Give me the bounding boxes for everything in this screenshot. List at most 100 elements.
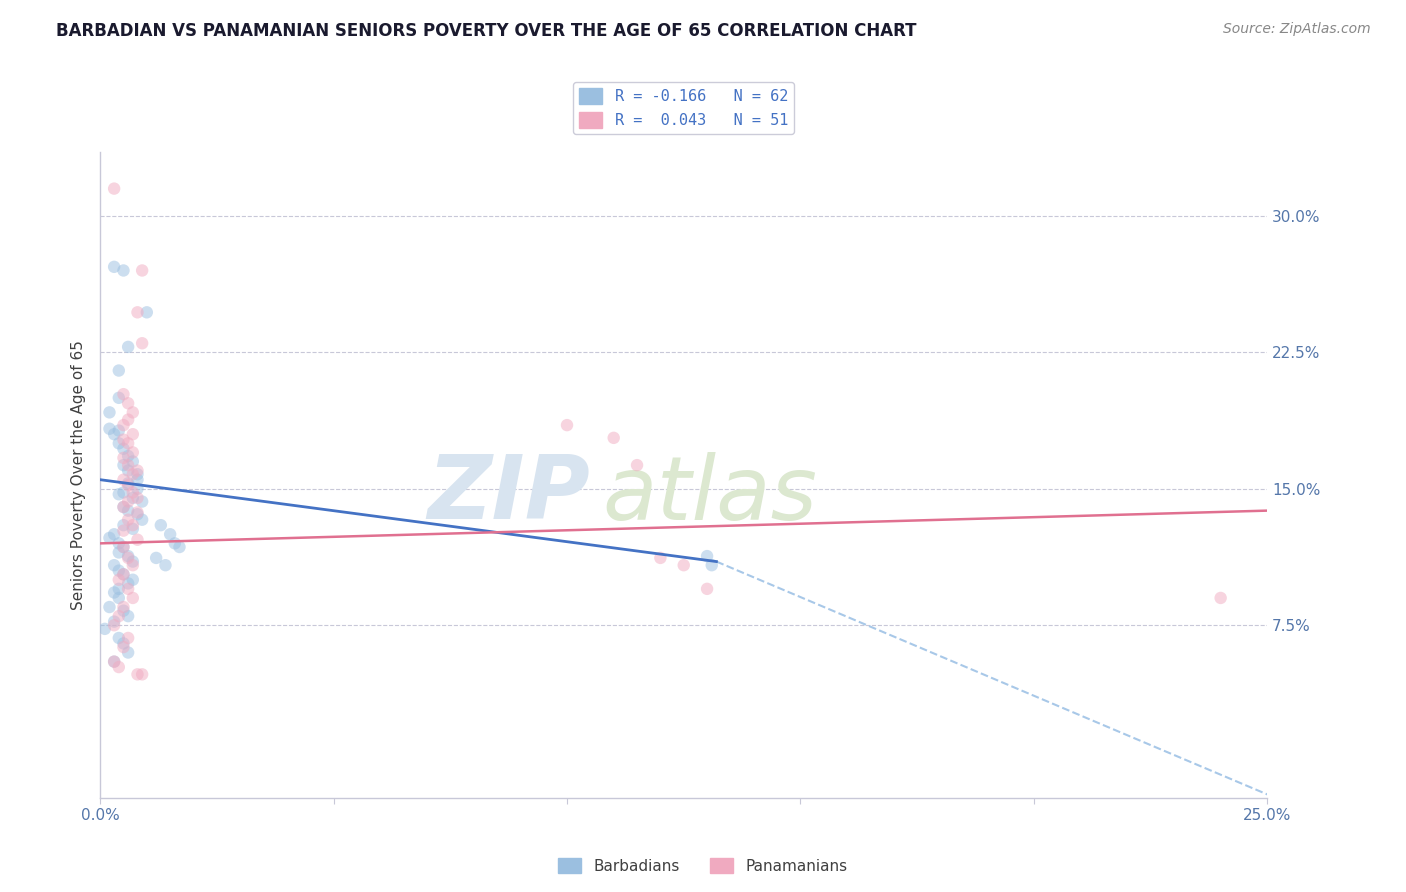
Point [112,567,135,582]
Point [131,263,153,277]
Point [155,558,177,573]
Point [149,518,172,533]
Point [112,518,135,533]
Point [107,536,129,550]
Point [107,564,129,578]
Point [112,473,135,487]
Point [602,431,624,445]
Point [696,582,718,596]
Point [112,567,135,582]
Point [135,305,157,319]
Point [626,458,648,472]
Point [112,485,135,500]
Point [127,473,149,487]
Point [650,550,672,565]
Point [112,640,135,654]
Point [112,600,135,615]
Point [117,449,139,463]
Point [117,609,139,624]
Text: BARBADIAN VS PANAMANIAN SENIORS POVERTY OVER THE AGE OF 65 CORRELATION CHART: BARBADIAN VS PANAMANIAN SENIORS POVERTY … [56,22,917,40]
Point [112,500,135,514]
Point [107,391,129,405]
Point [117,549,139,563]
Point [107,363,129,377]
Point [696,549,718,563]
Point [103,615,125,629]
Point [121,405,143,419]
Point [117,494,139,508]
Point [107,660,129,674]
Point [117,340,139,354]
Point [127,305,149,319]
Point [555,418,578,433]
Point [94,622,117,636]
Point [159,527,181,541]
Point [121,555,143,569]
Point [112,540,135,554]
Point [121,518,143,533]
Point [103,527,125,541]
Point [112,500,135,514]
Point [121,591,143,605]
Point [98,600,121,615]
Point [121,467,143,482]
Point [103,618,125,632]
Point [131,667,153,681]
Point [112,524,135,538]
Legend: R = -0.166   N = 62, R =  0.043   N = 51: R = -0.166 N = 62, R = 0.043 N = 51 [574,82,794,134]
Point [112,442,135,456]
Point [112,458,135,472]
Point [103,260,125,274]
Point [107,573,129,587]
Point [103,558,125,573]
Point [107,424,129,438]
Point [1209,591,1232,605]
Point [121,454,143,468]
Point [127,505,149,519]
Point [112,418,135,433]
Text: ZIP: ZIP [427,451,591,538]
Point [117,396,139,410]
Point [121,445,143,459]
Text: Source: ZipAtlas.com: Source: ZipAtlas.com [1223,22,1371,37]
Point [107,582,129,596]
Point [117,576,139,591]
Point [121,485,143,500]
Point [98,422,121,436]
Text: atlas: atlas [602,451,817,538]
Point [107,591,129,605]
Point [98,531,121,545]
Point [121,522,143,536]
Point [169,540,191,554]
Point [131,494,153,508]
Y-axis label: Seniors Poverty Over the Age of 65: Seniors Poverty Over the Age of 65 [72,340,86,610]
Point [117,478,139,492]
Point [131,336,153,351]
Legend: Barbadians, Panamanians: Barbadians, Panamanians [553,852,853,880]
Point [127,467,149,482]
Point [117,464,139,478]
Point [112,604,135,618]
Point [127,491,149,505]
Point [98,405,121,419]
Point [127,482,149,496]
Point [107,545,129,559]
Point [107,609,129,624]
Point [103,181,125,195]
Point [700,558,723,573]
Point [103,427,125,442]
Point [121,427,143,442]
Point [672,558,695,573]
Point [117,646,139,660]
Point [127,667,149,681]
Point [107,487,129,501]
Point [117,631,139,645]
Point [103,655,125,669]
Point [103,655,125,669]
Point [121,558,143,573]
Point [117,582,139,596]
Point [112,450,135,465]
Point [145,550,167,565]
Point [117,458,139,472]
Point [112,540,135,554]
